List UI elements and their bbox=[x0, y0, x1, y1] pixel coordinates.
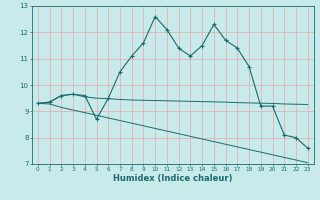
X-axis label: Humidex (Indice chaleur): Humidex (Indice chaleur) bbox=[113, 174, 233, 183]
